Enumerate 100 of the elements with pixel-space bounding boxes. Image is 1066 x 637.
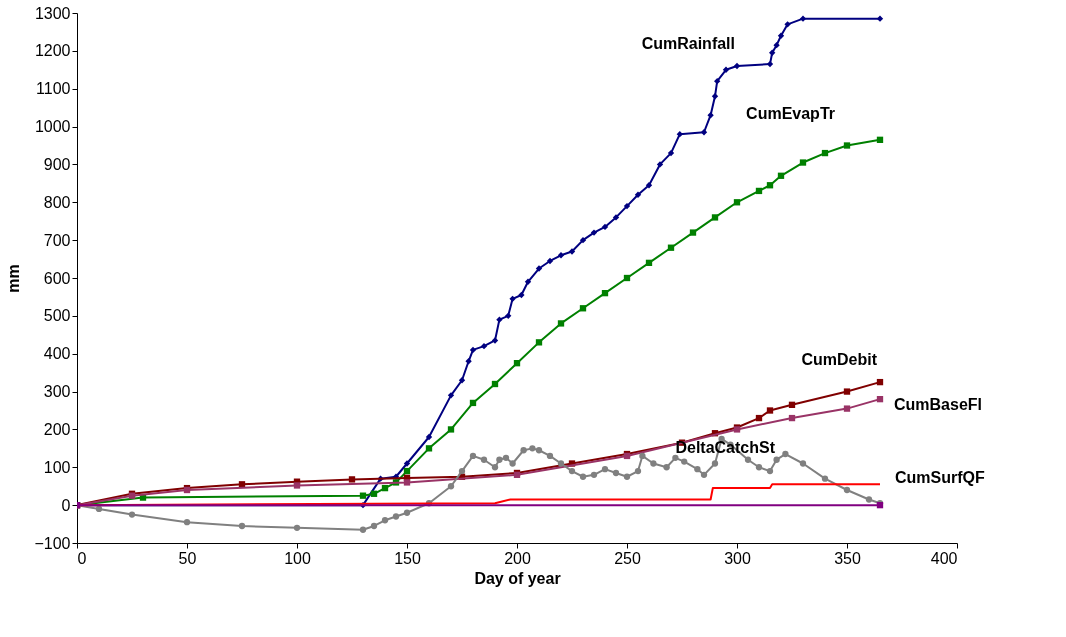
series-label: CumEvapTr (746, 104, 835, 122)
point (392, 513, 400, 520)
point (799, 460, 807, 467)
point (676, 130, 683, 138)
point (403, 467, 411, 475)
point (694, 466, 701, 473)
point (799, 15, 807, 22)
point (700, 471, 708, 479)
y-tick-label: 800 (43, 193, 71, 211)
point (557, 320, 565, 327)
x-tick-label: 0 (77, 549, 87, 567)
point (755, 187, 763, 195)
point (672, 454, 679, 461)
point (238, 522, 246, 530)
y-tick-label: 400 (43, 345, 71, 363)
x-axis-title: Day of year (474, 569, 561, 587)
point (773, 42, 780, 49)
point (821, 475, 829, 482)
point (623, 202, 631, 210)
point (403, 509, 411, 516)
point (359, 526, 367, 533)
point (95, 505, 103, 513)
point (733, 199, 741, 206)
point (714, 77, 721, 85)
x-tick-label: 250 (614, 549, 641, 567)
point (546, 257, 554, 265)
point (469, 452, 477, 460)
point (777, 32, 785, 39)
point (568, 248, 576, 255)
point (843, 388, 851, 395)
point (425, 433, 433, 441)
point (590, 229, 598, 236)
x-tick-label: 200 (504, 549, 531, 567)
point (773, 456, 780, 463)
y-tick-label: 500 (43, 307, 71, 325)
series-label: CumBaseFl (894, 396, 983, 414)
point (755, 464, 763, 471)
series-label: CumRainfall (641, 34, 735, 52)
point (784, 21, 791, 28)
series-label: DeltaCatchSt (675, 439, 776, 457)
point (612, 214, 620, 221)
point (843, 405, 851, 412)
point (799, 159, 807, 166)
point (447, 483, 455, 490)
point (645, 259, 653, 267)
point (513, 360, 521, 367)
point (480, 456, 488, 463)
point (480, 342, 488, 350)
point (667, 149, 675, 157)
point (520, 447, 527, 454)
point (876, 395, 884, 403)
point (529, 445, 536, 452)
point (568, 467, 576, 475)
x-tick-label: 150 (394, 549, 421, 567)
point (535, 265, 543, 272)
point (370, 522, 378, 530)
point (458, 377, 466, 384)
point (843, 486, 851, 494)
point (496, 456, 503, 463)
point (535, 339, 543, 346)
y-tick-label: 700 (43, 231, 71, 249)
point (876, 15, 884, 22)
point (788, 401, 796, 408)
point (612, 469, 620, 477)
point (518, 291, 525, 299)
point (403, 479, 411, 486)
x-tick-label: 400 (930, 549, 958, 567)
point (634, 191, 642, 198)
point (524, 278, 532, 285)
x-tick-label: 300 (724, 549, 751, 567)
point (496, 316, 503, 323)
point (769, 49, 776, 56)
point (777, 172, 785, 179)
point (491, 380, 499, 388)
point (403, 460, 411, 467)
point (601, 223, 609, 231)
point (469, 346, 477, 354)
x-tick-label: 350 (834, 549, 861, 567)
point (876, 378, 884, 386)
point (755, 414, 763, 422)
point (465, 358, 472, 365)
point (509, 295, 516, 302)
point (128, 511, 136, 518)
point (766, 467, 774, 475)
point (579, 473, 587, 480)
point (502, 454, 510, 461)
point (505, 312, 512, 320)
point (656, 161, 664, 168)
point (535, 447, 543, 454)
point (557, 252, 565, 259)
point (601, 466, 609, 473)
point (370, 490, 378, 497)
point (711, 460, 719, 467)
x-tick-label: 100 (284, 549, 311, 567)
x-tick-label: 50 (178, 549, 197, 567)
point (650, 460, 657, 467)
y-axis-title: mm (5, 264, 23, 293)
y-tick-label: 0 (61, 496, 71, 514)
point (623, 274, 631, 282)
point (183, 519, 191, 526)
